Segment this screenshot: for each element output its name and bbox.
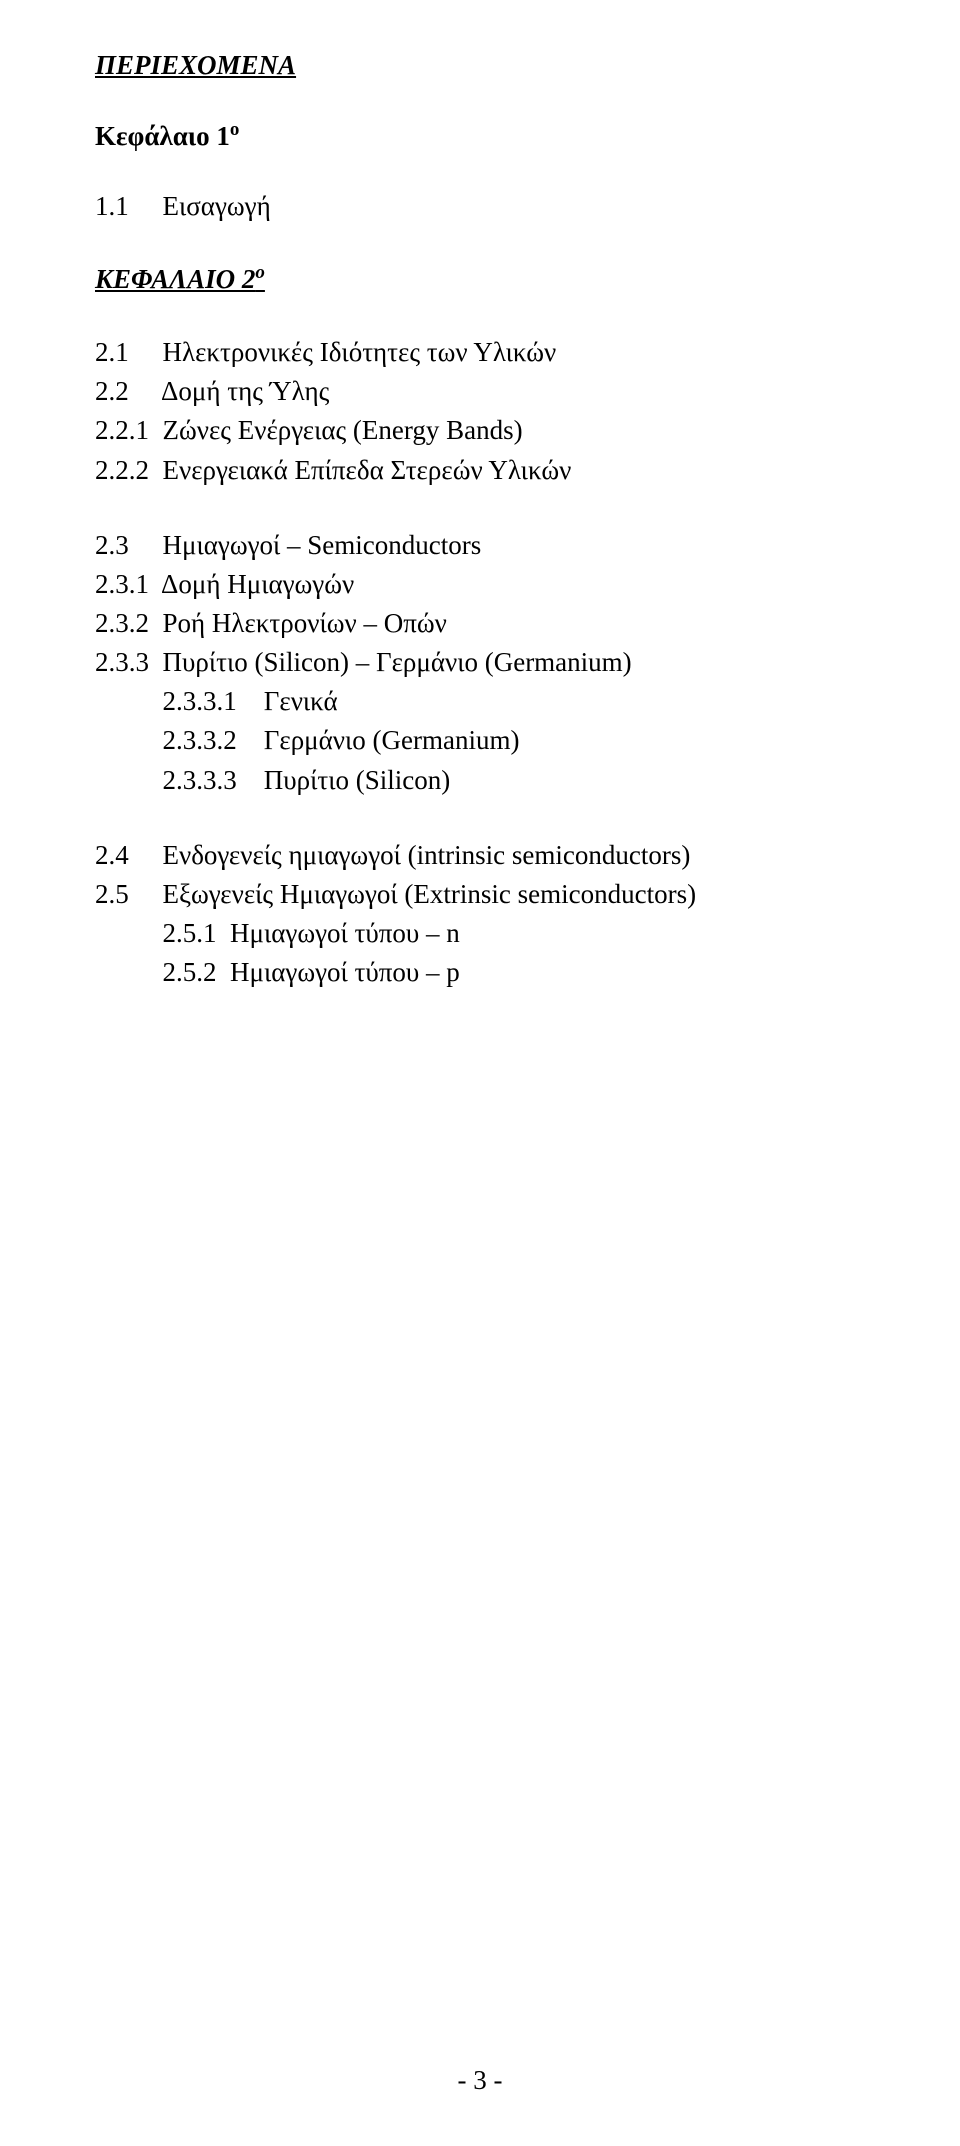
toc-entry-2-2-1: 2.2.1 Ζώνες Ενέργειας (Energy Bands) xyxy=(95,411,865,450)
toc-entry-2-3-3-3: 2.3.3.3 Πυρίτιο (Silicon) xyxy=(95,761,865,800)
toc-entry-2-1: 2.1 Ηλεκτρονικές Ιδιότητες των Υλικών xyxy=(95,333,865,372)
toc-entry-2-3: 2.3 Ημιαγωγοί – Semiconductors xyxy=(95,526,865,565)
chapter-2-heading: ΚΕΦΑΛΑΙΟ 2ο xyxy=(95,262,865,295)
toc-entry-2-3-3-1: 2.3.3.1 Γενικά xyxy=(95,682,865,721)
chapter-2-superscript: ο xyxy=(255,262,265,283)
contents-title: ΠΕΡΙΕΧΟΜΕΝΑ xyxy=(95,50,865,81)
toc-block-chapter-1: 1.1 Εισαγωγή xyxy=(95,187,865,226)
chapter-2-prefix: ΚΕΦΑΛΑΙΟ 2 xyxy=(95,264,255,294)
toc-entry-2-3-3: 2.3.3 Πυρίτιο (Silicon) – Γερμάνιο (Germ… xyxy=(95,643,865,682)
toc-block-2-1-2-2: 2.1 Ηλεκτρονικές Ιδιότητες των Υλικών 2.… xyxy=(95,333,865,490)
page-number: - 3 - xyxy=(0,2065,960,2096)
toc-entry-2-3-2: 2.3.2 Ροή Ηλεκτρονίων – Οπών xyxy=(95,604,865,643)
toc-entry-2-2-2: 2.2.2 Ενεργειακά Επίπεδα Στερεών Υλικών xyxy=(95,451,865,490)
toc-entry-2-3-3-2: 2.3.3.2 Γερμάνιο (Germanium) xyxy=(95,721,865,760)
chapter-1-heading: Κεφάλαιο 1ο xyxy=(95,119,865,152)
chapter-1-prefix: Κεφάλαιο 1 xyxy=(95,121,230,151)
toc-entry-1-1: 1.1 Εισαγωγή xyxy=(95,187,865,226)
toc-entry-2-4: 2.4 Ενδογενείς ημιαγωγοί (intrinsic semi… xyxy=(95,836,865,875)
toc-entry-2-5-2: 2.5.2 Ημιαγωγοί τύπου – p xyxy=(95,953,865,992)
toc-entry-2-5-1: 2.5.1 Ημιαγωγοί τύπου – n xyxy=(95,914,865,953)
toc-entry-2-5: 2.5 Εξωγενείς Ημιαγωγοί (Extrinsic semic… xyxy=(95,875,865,914)
toc-block-2-4-2-5: 2.4 Ενδογενείς ημιαγωγοί (intrinsic semi… xyxy=(95,836,865,993)
toc-block-2-3: 2.3 Ημιαγωγοί – Semiconductors 2.3.1 Δομ… xyxy=(95,526,865,800)
toc-entry-2-2: 2.2 Δομή της Ύλης xyxy=(95,372,865,411)
chapter-1-superscript: ο xyxy=(230,119,240,140)
toc-entry-2-3-1: 2.3.1 Δομή Ημιαγωγών xyxy=(95,565,865,604)
